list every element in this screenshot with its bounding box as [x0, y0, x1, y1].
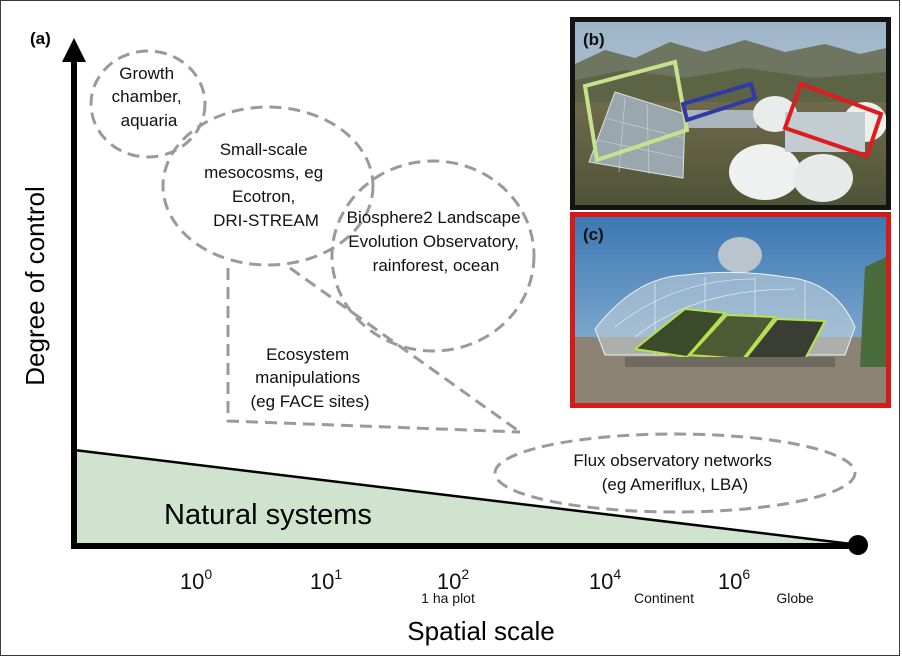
tick-note-1ha-plot: 1 ha plot: [421, 590, 475, 606]
landscape-observatory-rendering: [575, 217, 886, 403]
tick-label: 104: [589, 566, 621, 594]
flux-networks-ellipse: [493, 432, 857, 514]
x-axis-label: Spatial scale: [407, 616, 554, 646]
mesocosms-label: Small-scale mesocosms, eg Ecotron, DRI-S…: [204, 140, 328, 230]
growth-chamber-label: Growth chamber, aquaria: [112, 64, 187, 130]
biosphere2-ellipse: [330, 159, 536, 353]
tick-label: 106: [718, 566, 750, 594]
biosphere2-label: Biosphere2 Landscape Evolution Observato…: [347, 208, 526, 275]
panel-label-c: (c): [583, 225, 604, 244]
natural-systems-label: Natural systems: [164, 499, 372, 531]
panel-c-photo: (c): [570, 212, 891, 408]
panel-label-a: (a): [30, 29, 51, 48]
tick-label: 100: [180, 566, 212, 594]
flux-networks-label: Flux observatory networks (eg Ameriflux,…: [573, 451, 776, 494]
ecosystem-manipulations-diagonal: [289, 266, 521, 434]
mesocosms-ellipse: [161, 105, 375, 267]
tick-note-continent: Continent: [634, 590, 694, 606]
panel-label-b: (b): [583, 30, 605, 49]
ecosystem-manipulations-label: Ecosystem manipulations (eg FACE sites): [250, 345, 369, 411]
panel-b-photo: (b): [570, 17, 891, 210]
tick-note-globe: Globe: [776, 590, 814, 606]
green-box: [582, 59, 690, 163]
globe-endpoint: [848, 535, 868, 555]
y-axis-label: Degree of control: [20, 186, 50, 385]
ecosystem-manipulations-outline: [226, 268, 521, 434]
blue-box: [680, 81, 758, 123]
growth-chamber-ellipse: [89, 49, 207, 159]
tick-label: 101: [310, 566, 342, 594]
red-box: [782, 81, 884, 159]
biosphere2-aerial-photo: [575, 22, 886, 205]
tick-label: 102: [437, 566, 469, 594]
